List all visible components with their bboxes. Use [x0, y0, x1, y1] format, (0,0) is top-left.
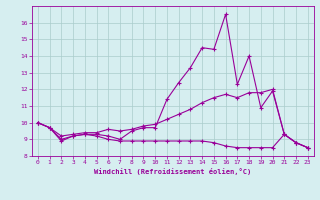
- X-axis label: Windchill (Refroidissement éolien,°C): Windchill (Refroidissement éolien,°C): [94, 168, 252, 175]
